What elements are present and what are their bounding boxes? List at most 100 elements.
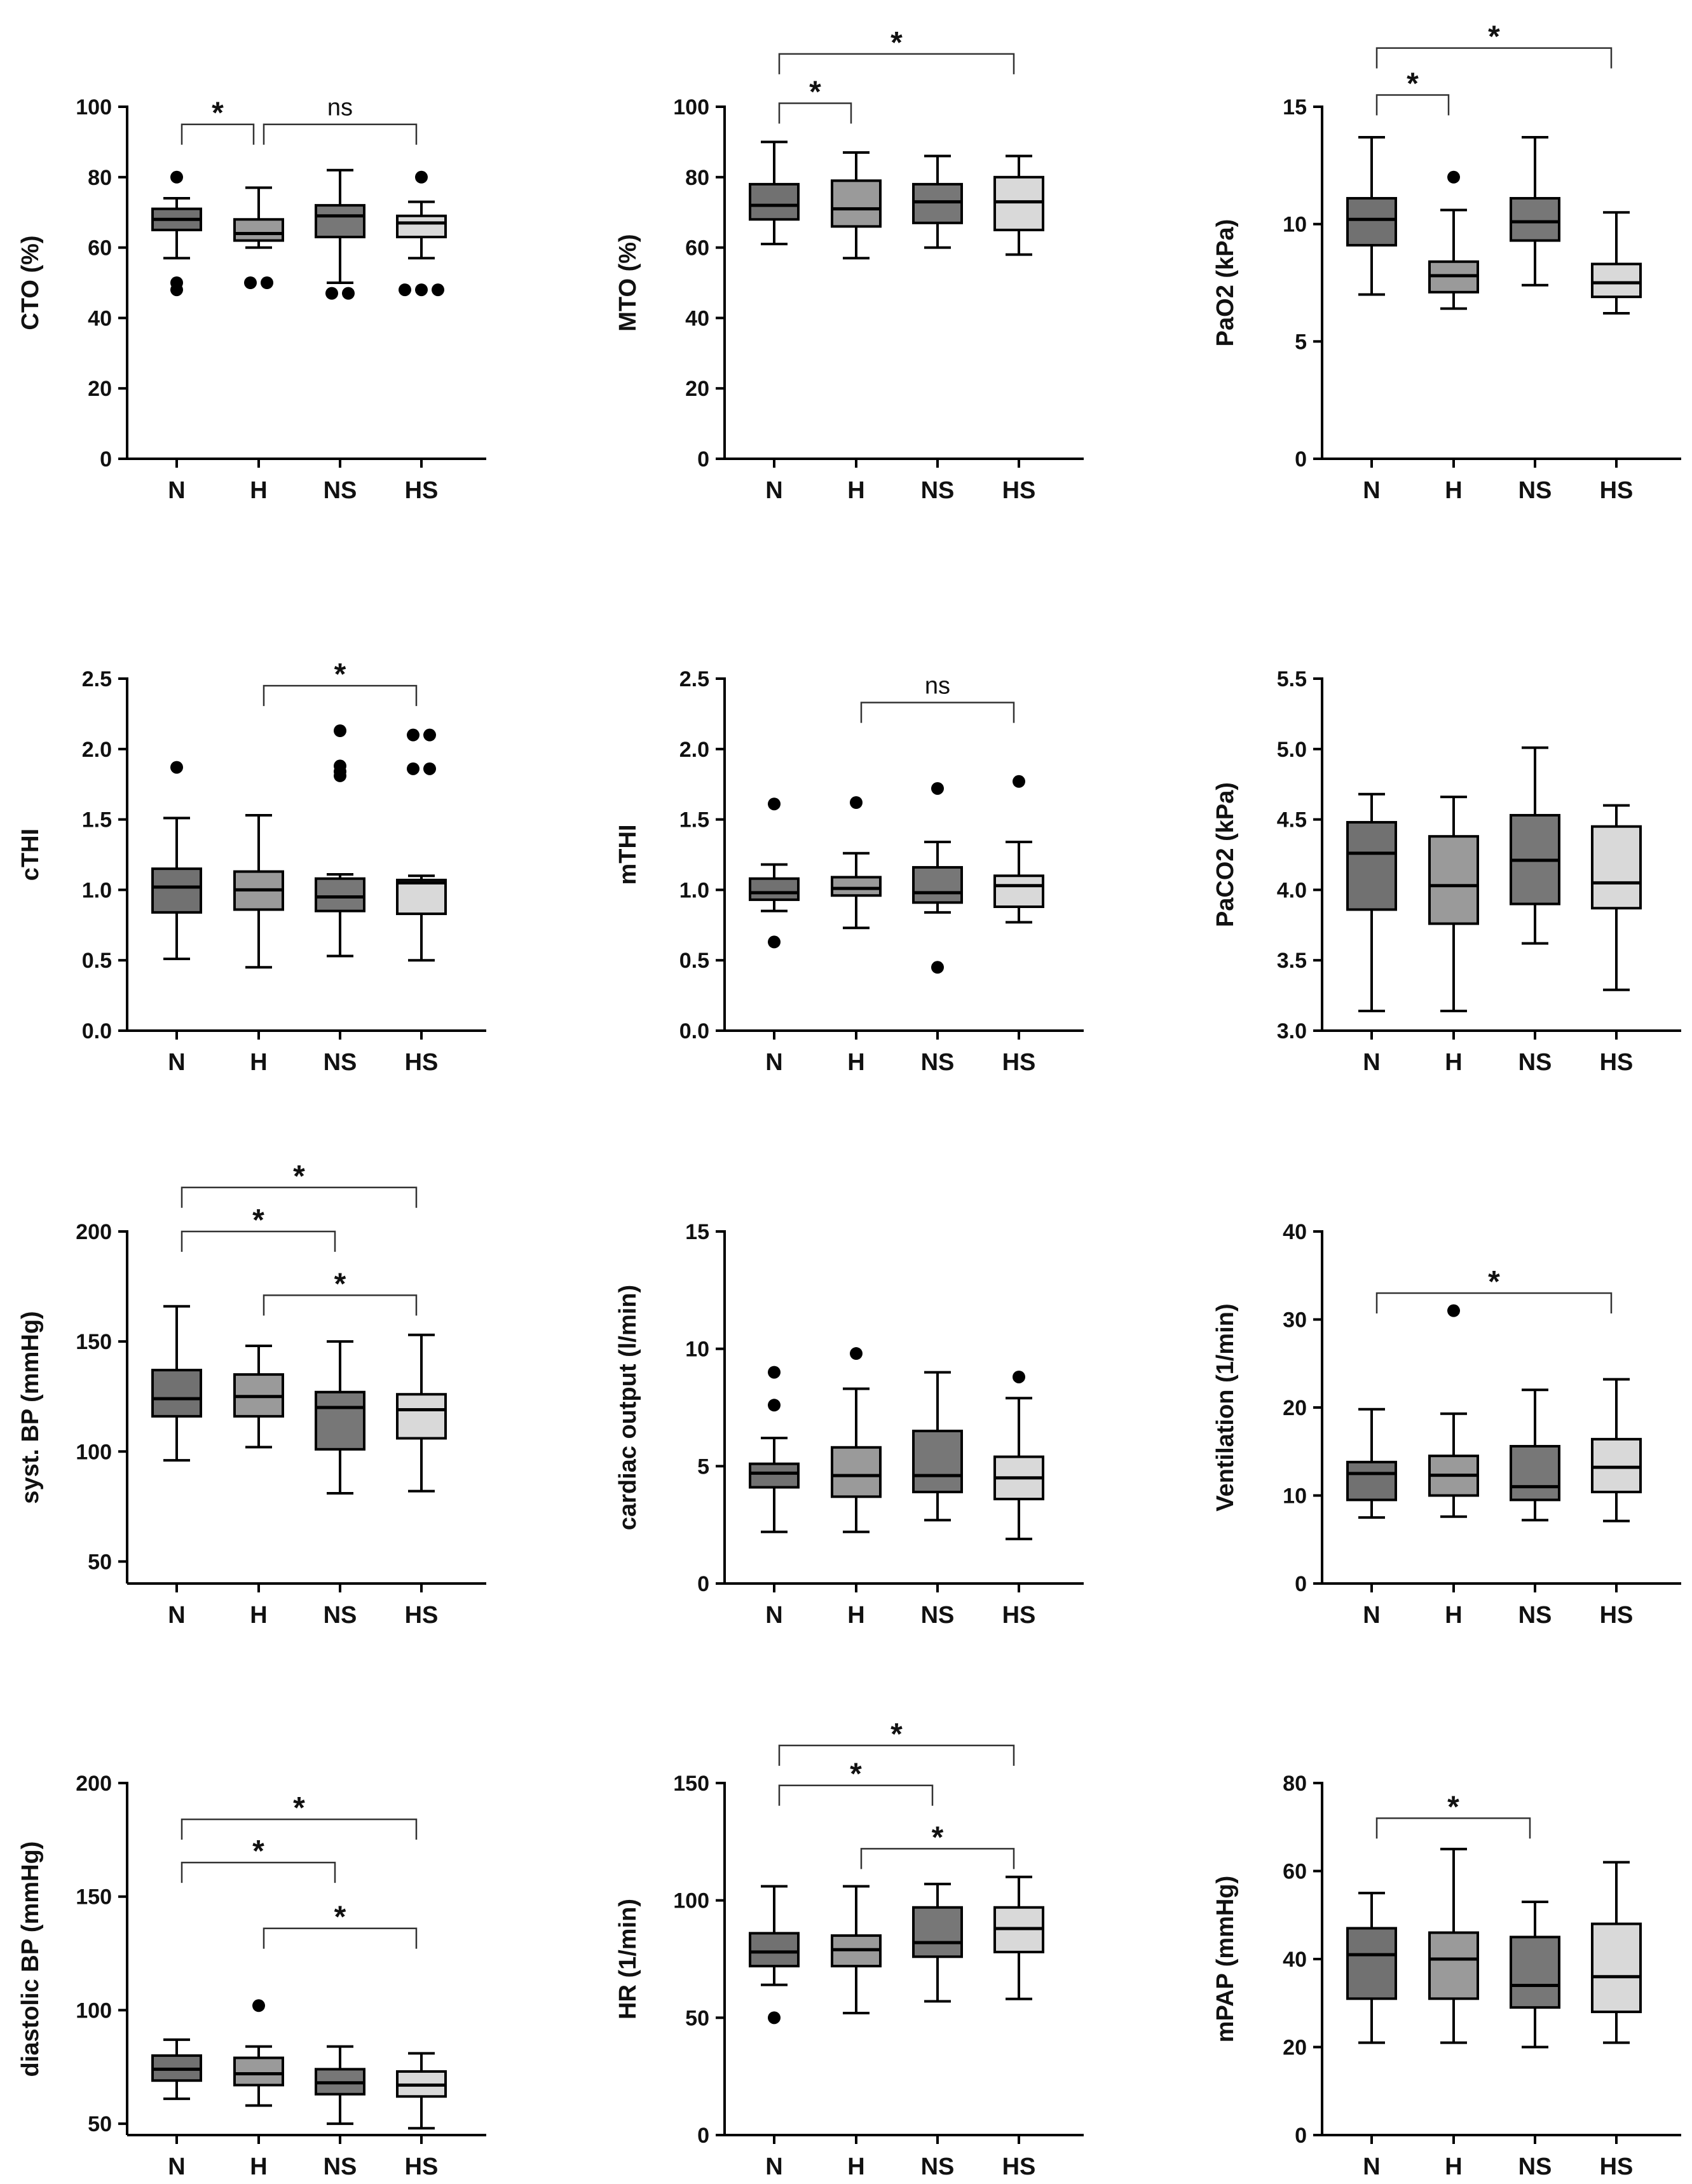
y-tick-label: 10 xyxy=(1283,1484,1307,1509)
box-iqr xyxy=(1591,1922,1642,2014)
box-NS xyxy=(1510,1900,1560,2049)
significance-label: * xyxy=(334,1901,346,1934)
box-iqr xyxy=(912,1906,963,1958)
outlier-point xyxy=(768,2011,781,2025)
y-tick-label: 4.0 xyxy=(1277,878,1307,902)
box-iqr xyxy=(1591,262,1642,299)
y-tick-label: 80 xyxy=(1283,1772,1307,1796)
box-N xyxy=(749,140,800,246)
box-N xyxy=(151,2038,202,2100)
x-category-label: NS xyxy=(921,1602,955,1629)
box-HS xyxy=(396,1333,447,1493)
x-category-label: HS xyxy=(1600,2153,1634,2180)
box-H xyxy=(1428,1847,1479,2044)
box-iqr xyxy=(749,1932,800,1968)
y-tick-label: 2.5 xyxy=(82,667,112,691)
box-iqr xyxy=(749,182,800,221)
box-N xyxy=(151,761,202,960)
outlier-point xyxy=(334,724,346,737)
y-tick-label: 0 xyxy=(697,1572,709,1596)
y-tick-label: 40 xyxy=(1283,1948,1307,1972)
outlier-point xyxy=(768,935,781,949)
chart-panel-dbp: 50 100 150 200 diastolic BP (mmHg) N H NS HS * * * xyxy=(17,1772,486,2180)
box-NS xyxy=(912,154,963,249)
y-tick-label: 200 xyxy=(76,1220,112,1244)
outlier-point xyxy=(1447,1304,1460,1317)
box-iqr xyxy=(233,2056,284,2087)
x-category-label: H xyxy=(250,1049,267,1076)
x-category-label: N xyxy=(1363,2153,1380,2180)
box-N xyxy=(1346,1407,1397,1519)
x-category-label: HS xyxy=(405,2153,439,2180)
outlier-point xyxy=(252,1999,265,2012)
x-category-label: NS xyxy=(921,1049,955,1076)
box-N xyxy=(151,1305,202,1462)
y-tick-label: 0 xyxy=(697,447,709,471)
box-HS xyxy=(396,2052,447,2130)
box-H xyxy=(1428,796,1479,1012)
significance-bracket xyxy=(263,1927,418,1949)
significance-bracket xyxy=(181,1230,336,1252)
significance-bracket xyxy=(1375,94,1450,116)
y-tick-label: 80 xyxy=(88,166,112,190)
y-tick-label: 60 xyxy=(88,236,112,261)
significance-bracket xyxy=(181,1861,336,1883)
x-category-label: HS xyxy=(1600,1602,1634,1629)
chart-panel-cthi: 0.0 0.5 1.0 1.5 2.0 2.5 cTHI N H NS HS * xyxy=(17,658,486,1076)
x-category-label: NS xyxy=(1518,2153,1552,2180)
outlier-point xyxy=(342,287,355,300)
significance-bracket xyxy=(778,102,852,124)
box-HS xyxy=(993,1370,1044,1540)
x-category-label: N xyxy=(168,2153,185,2180)
y-tick-label: 100 xyxy=(76,1440,112,1464)
y-tick-label: 60 xyxy=(685,236,709,261)
y-tick-label: 0.5 xyxy=(82,949,112,973)
y-tick-label: 20 xyxy=(1283,1396,1307,1420)
x-category-label: N xyxy=(765,2153,782,2180)
significance-bracket xyxy=(181,1186,418,1208)
y-axis-label: cTHI xyxy=(17,829,44,881)
x-category-label: HS xyxy=(405,1049,439,1076)
box-NS xyxy=(1510,1388,1560,1522)
outlier-point xyxy=(407,762,420,775)
chart-panel-paco2: 3.0 3.5 4.0 4.5 5.0 5.5 PaCO2 (kPa) N H NS HS xyxy=(1212,667,1681,1076)
x-category-label: NS xyxy=(1518,1049,1552,1076)
y-axis-label: PaCO2 (kPa) xyxy=(1212,782,1239,927)
y-tick-label: 0.0 xyxy=(82,1019,112,1043)
y-tick-label: 150 xyxy=(76,1885,112,1909)
box-iqr xyxy=(315,877,365,912)
box-iqr xyxy=(831,876,882,897)
y-tick-label: 50 xyxy=(685,2006,709,2030)
significance-bracket xyxy=(860,1848,1015,1869)
box-H xyxy=(831,1347,882,1533)
outlier-point xyxy=(768,1399,781,1412)
box-HS xyxy=(1591,804,1642,991)
x-category-label: NS xyxy=(1518,477,1552,504)
box-NS xyxy=(912,1882,963,2003)
y-tick-label: 40 xyxy=(1283,1220,1307,1244)
y-tick-label: 10 xyxy=(1283,213,1307,237)
x-category-label: H xyxy=(847,1602,864,1629)
chart-panel-sbp: 50 100 150 200 syst. BP (mmHg) N H NS HS * * * xyxy=(17,1160,486,1629)
y-tick-label: 1.5 xyxy=(679,808,709,832)
box-NS xyxy=(1510,136,1560,287)
x-category-label: H xyxy=(1445,1602,1462,1629)
box-iqr xyxy=(912,182,963,224)
y-tick-label: 0.5 xyxy=(679,949,709,973)
outlier-point xyxy=(1013,775,1025,788)
box-iqr xyxy=(831,179,882,228)
y-tick-label: 0.0 xyxy=(679,1019,709,1043)
x-category-label: N xyxy=(765,477,782,504)
y-tick-label: 3.0 xyxy=(1277,1019,1307,1043)
significance-bracket xyxy=(778,53,1015,74)
box-HS xyxy=(993,1875,1044,2000)
y-tick-label: 1.0 xyxy=(679,878,709,902)
box-N xyxy=(151,170,202,297)
y-tick-label: 80 xyxy=(685,166,709,190)
significance-label: * xyxy=(252,1204,264,1237)
y-tick-label: 20 xyxy=(88,377,112,401)
y-tick-label: 4.5 xyxy=(1277,808,1307,832)
y-tick-label: 5.0 xyxy=(1277,738,1307,762)
outlier-point xyxy=(407,728,420,742)
